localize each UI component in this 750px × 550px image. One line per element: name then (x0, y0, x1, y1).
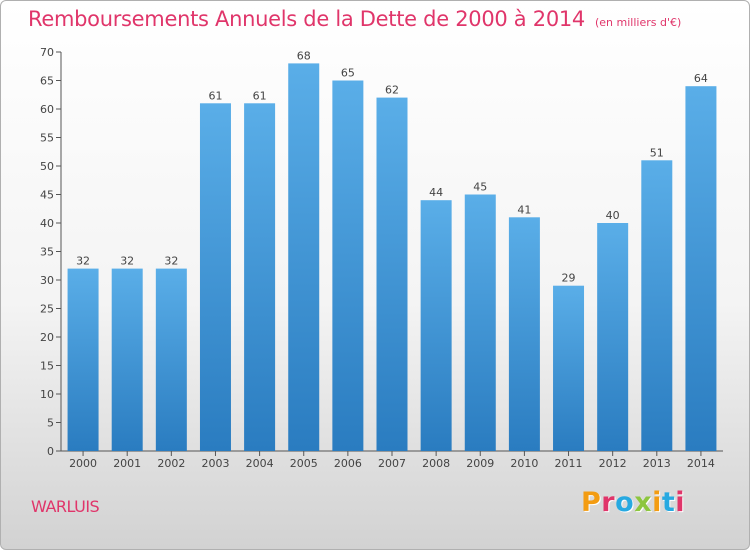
bar-value-label: 41 (517, 203, 531, 216)
bar-value-label: 64 (694, 72, 708, 85)
chart-unit: (en milliers d'€) (595, 16, 682, 29)
y-tick-label: 70 (40, 46, 54, 59)
bar-2007 (376, 97, 408, 451)
bar-value-label: 62 (385, 84, 399, 97)
bar-value-label: 32 (120, 255, 134, 268)
bar-2009 (464, 194, 496, 451)
bar-2012 (597, 223, 629, 451)
bar-2008 (420, 200, 452, 451)
bar-2013 (641, 160, 673, 452)
logo-letter: i (652, 487, 662, 518)
y-tick-label: 25 (40, 303, 54, 316)
bar-value-label: 51 (650, 146, 664, 159)
bar-2002 (155, 268, 187, 451)
x-tick-label: 2012 (599, 457, 627, 470)
y-tick-label: 20 (40, 331, 54, 344)
y-tick-label: 0 (47, 445, 54, 458)
x-tick-label: 2003 (201, 457, 229, 470)
y-tick-label: 45 (40, 189, 54, 202)
x-tick-label: 2000 (69, 457, 97, 470)
y-tick-label: 30 (40, 274, 54, 287)
x-tick-label: 2010 (510, 457, 538, 470)
logo-letter: P (581, 487, 602, 518)
y-tick-label: 40 (40, 217, 54, 230)
logo-letter: r (601, 487, 616, 518)
bar-value-label: 61 (253, 89, 267, 102)
y-tick-label: 10 (40, 388, 54, 401)
logo-letter: o (615, 487, 635, 518)
y-tick-label: 65 (40, 75, 54, 88)
bar-2003 (199, 103, 231, 452)
bar-value-label: 44 (429, 186, 443, 199)
bar-2014 (685, 86, 717, 451)
bar-value-label: 65 (341, 67, 355, 80)
x-tick-label: 2013 (643, 457, 671, 470)
x-tick-label: 2008 (422, 457, 450, 470)
x-tick-label: 2002 (157, 457, 185, 470)
bar-2000 (67, 268, 99, 451)
chart-title: Remboursements Annuels de la Dette de 20… (28, 7, 681, 31)
x-tick-label: 2004 (246, 457, 274, 470)
y-tick-label: 5 (47, 417, 54, 430)
y-tick-label: 35 (40, 246, 54, 259)
logo-letter: i (675, 487, 686, 518)
bar-2006 (332, 80, 364, 451)
bar-value-label: 45 (473, 181, 487, 194)
bar-value-label: 29 (562, 272, 576, 285)
chart-title-text: Remboursements Annuels de la Dette de 20… (28, 7, 585, 31)
y-tick-label: 50 (40, 160, 54, 173)
proxiti-logo: Proxiti (581, 487, 685, 518)
y-tick-label: 15 (40, 360, 54, 373)
x-tick-label: 2014 (687, 457, 715, 470)
y-tick-label: 55 (40, 132, 54, 145)
x-tick-label: 2001 (113, 457, 141, 470)
bar-2010 (508, 217, 540, 451)
bar-2011 (553, 285, 585, 451)
x-tick-label: 2011 (555, 457, 583, 470)
bar-value-label: 40 (606, 209, 620, 222)
bar-value-label: 32 (164, 255, 178, 268)
y-tick-label: 60 (40, 103, 54, 116)
bar-2004 (244, 103, 276, 452)
bar-2005 (288, 63, 320, 452)
commune-name: WARLUIS (31, 497, 100, 516)
x-tick-label: 2005 (290, 457, 318, 470)
logo-letter: t (661, 487, 676, 518)
bar-value-label: 61 (208, 89, 222, 102)
bar-value-label: 32 (76, 255, 90, 268)
x-tick-label: 2009 (466, 457, 494, 470)
bar-2001 (111, 268, 143, 451)
logo-letter: x (634, 487, 653, 518)
x-tick-label: 2006 (334, 457, 362, 470)
bar-value-label: 68 (297, 49, 311, 62)
x-tick-label: 2007 (378, 457, 406, 470)
